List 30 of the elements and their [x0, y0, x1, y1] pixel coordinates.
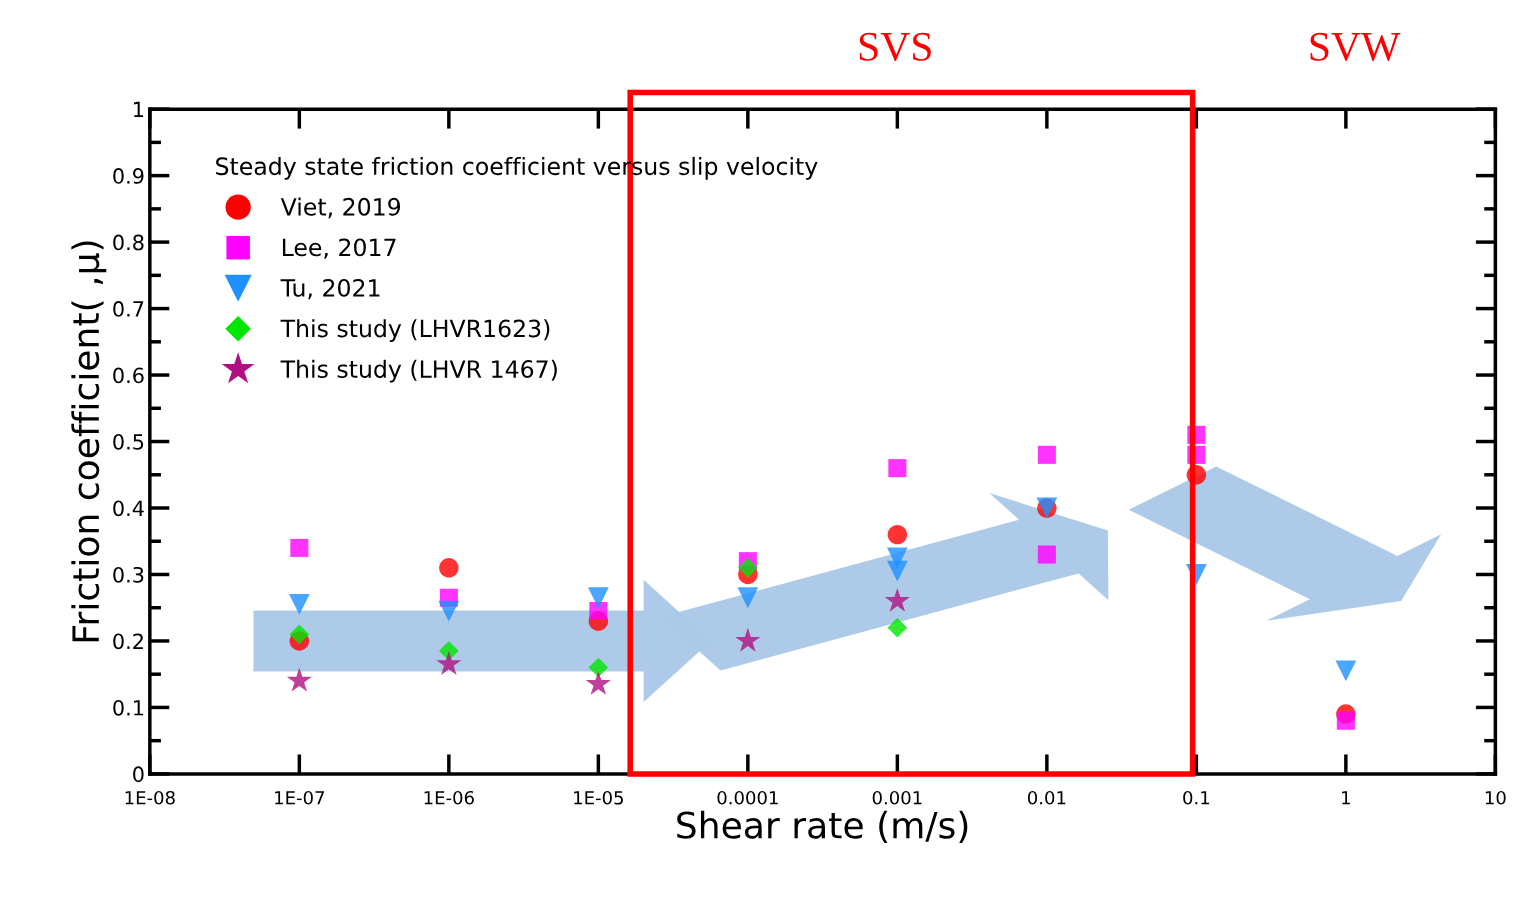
y-tick-label: 0.1 [113, 699, 144, 716]
y-tick-label: 0 [133, 766, 144, 783]
legend-label: Viet, 2019 [280, 197, 401, 219]
text: SVW [1310, 32, 1401, 62]
x-tick-label: 0.001 [872, 790, 922, 805]
y-tick-label: 0.2 [113, 633, 143, 650]
legend-label: This study (LHVR 1467) [280, 359, 557, 383]
y-tick-label: 0.3 [113, 566, 144, 583]
legend-label: Tu, 2021 [280, 278, 380, 300]
text: SVS [859, 32, 931, 62]
y-tick-label: 1 [134, 101, 144, 118]
x-axis-title: Shear rate (m/s) [677, 810, 968, 844]
y-axis-title: Friction coefficient( ,μ) [71, 241, 107, 642]
legend-label: Lee, 2017 [282, 238, 396, 259]
y-tick-label: 0.5 [113, 433, 144, 450]
x-tick-label: 1E-06 [424, 790, 474, 805]
x-tick-label: 1E-07 [275, 790, 324, 805]
x-tick-label: 0.01 [1027, 790, 1066, 805]
x-tick-label: 0.0001 [717, 790, 778, 805]
y-tick-label: 0.9 [113, 168, 144, 184]
y-tick-label: 0.8 [113, 234, 144, 251]
x-tick-label: 1 [1342, 791, 1350, 805]
x-tick-label: 10 [1485, 790, 1506, 805]
y-tick-label: 0.6 [113, 367, 144, 384]
x-tick-label: 1E-08 [125, 790, 175, 805]
x-tick-label: 1E-05 [574, 790, 623, 805]
x-tick-label: 0.1 [1183, 790, 1210, 805]
legend-label: This study (LHVR1623) [280, 319, 550, 342]
y-tick-label: 0.4 [113, 500, 144, 517]
y-tick-label: 0.7 [113, 301, 144, 317]
